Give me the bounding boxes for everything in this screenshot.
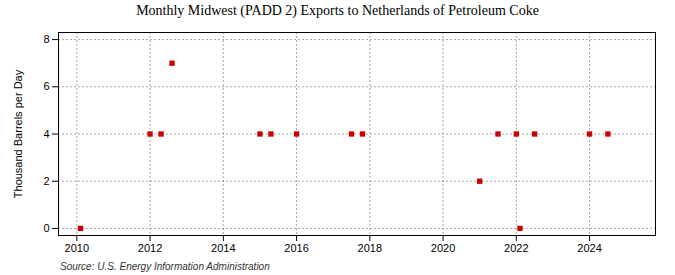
html-text:Monthly Midwest (PADD 2) Expor: Monthly Midwest (PADD 2) Exports to Neth… <box>136 3 539 18</box>
html-text:Source: U.S. Energy Informatio: Source: U.S. Energy Information Administ… <box>60 261 270 272</box>
svg-text:2020: 2020 <box>431 242 455 254</box>
svg-text:8: 8 <box>43 33 49 45</box>
svg-text:2: 2 <box>43 175 49 187</box>
svg-text:2022: 2022 <box>504 242 528 254</box>
svg-text:0: 0 <box>43 222 49 234</box>
svg-text:2018: 2018 <box>358 242 382 254</box>
svg-text:2016: 2016 <box>284 242 308 254</box>
svg-text:2024: 2024 <box>577 242 601 254</box>
svg-text:2014: 2014 <box>211 242 235 254</box>
svg-text:Thousand Barrels per Day: Thousand Barrels per Day <box>12 69 24 198</box>
svg-text:4: 4 <box>43 128 49 140</box>
svg-text:2012: 2012 <box>138 242 162 254</box>
svg-text:2010: 2010 <box>65 242 89 254</box>
svg-text:6: 6 <box>43 80 49 92</box>
